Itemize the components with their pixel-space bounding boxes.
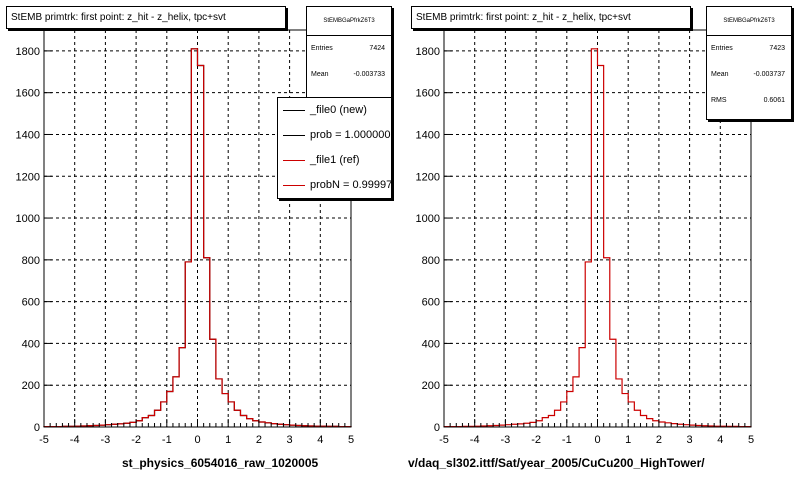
legend-label-probn: probN = 0.99997 xyxy=(310,179,392,191)
pad1-ytick-label-8: 1600 xyxy=(16,88,40,100)
pad2-stats-name: StEMBGaPfrkZ6T3 xyxy=(707,7,791,36)
legend-label-ref: _file1 (ref) xyxy=(310,154,360,166)
legend-label-new: _file0 (new) xyxy=(310,104,367,116)
pad2-ytick-label-8: 1600 xyxy=(416,88,440,100)
pad2-xtick-label-6: 1 xyxy=(625,434,631,446)
pad2-stats-entries-value: 7423 xyxy=(769,45,785,52)
pad1-stats-mean-value: -0.003733 xyxy=(353,71,385,78)
pad1-xtick-label-8: 3 xyxy=(287,434,293,446)
legend-entry-new: _file0 (new) xyxy=(278,98,391,123)
pad2-stats-mean-value: -0.003737 xyxy=(753,71,785,78)
pad2-title: StEMB primtrk: first point: z_hit - z_he… xyxy=(411,6,691,29)
legend-label-prob: prob = 1.000000 xyxy=(310,129,391,141)
legend-swatch-prob xyxy=(283,135,305,136)
pad2-stats-mean-key: Mean xyxy=(711,71,729,78)
pad1-stats-mean: Mean -0.003733 xyxy=(307,62,391,88)
pad1-stats-entries: Entries 7424 xyxy=(307,36,391,62)
legend-swatch-ref xyxy=(283,160,305,161)
pad1-xtick-label-2: -3 xyxy=(101,434,111,446)
pad2-ytick-label-7: 1400 xyxy=(416,129,440,141)
pad1-stats-entries-key: Entries xyxy=(311,45,333,52)
pad2-stats-rms: RMS 0.6061 xyxy=(707,88,791,114)
pad2-stats-rms-value: 0.6061 xyxy=(763,97,785,104)
legend-swatch-probn xyxy=(283,185,305,186)
pad1-ytick-label-9: 1800 xyxy=(16,46,40,58)
pad1-xtick-label-4: -1 xyxy=(162,434,172,446)
pad2-stats-box: StEMBGaPfrkZ6T3 Entries 7423 Mean -0.003… xyxy=(706,6,792,120)
pad2-ytick-label-1: 200 xyxy=(422,380,440,392)
legend-entry-ref: _file1 (ref) xyxy=(278,148,391,173)
pad1-ytick-label-3: 600 xyxy=(22,297,40,309)
pad2-xlabel: v/daq_sl302.ittf/Sat/year_2005/CuCu200_H… xyxy=(408,456,705,470)
legend-entry-probn: probN = 0.99997 xyxy=(278,173,391,198)
pad2-stats-entries: Entries 7423 xyxy=(707,36,791,62)
pad2-xtick-label-1: -4 xyxy=(470,434,480,446)
pad1-stats-entries-value: 7424 xyxy=(369,45,385,52)
pad1-xtick-label-3: -2 xyxy=(131,434,141,446)
pad2-ytick-label-0: 0 xyxy=(434,422,440,434)
pad1-ytick-label-2: 400 xyxy=(22,338,40,350)
pad2-xtick-label-5: 0 xyxy=(594,434,600,446)
pad2-stats-rms-key: RMS xyxy=(711,97,727,104)
pad2-xtick-label-9: 4 xyxy=(717,434,723,446)
pad2-xtick-label-3: -2 xyxy=(531,434,541,446)
pad2-ytick-label-4: 800 xyxy=(422,255,440,267)
pad2-stats-entries-key: Entries xyxy=(711,45,733,52)
legend-entry-prob: prob = 1.000000 xyxy=(278,123,391,148)
pad2-ytick-label-5: 1000 xyxy=(416,213,440,225)
pad2-stats-mean: Mean -0.003737 xyxy=(707,62,791,88)
pad1-xlabel: st_physics_6054016_raw_1020005 xyxy=(122,456,319,470)
pad2-xtick-label-8: 3 xyxy=(687,434,693,446)
pad1-xtick-label-7: 2 xyxy=(256,434,262,446)
pad1-title: StEMB primtrk: first point: z_hit - z_he… xyxy=(6,6,286,29)
pad1-ytick-label-5: 1000 xyxy=(16,213,40,225)
legend-swatch-new xyxy=(283,110,305,111)
pad2-xtick-label-10: 5 xyxy=(748,434,754,446)
pad1-ytick-label-6: 1200 xyxy=(16,171,40,183)
pad1-xtick-label-1: -4 xyxy=(70,434,80,446)
pad1-legend: _file0 (new) prob = 1.000000 _file1 (ref… xyxy=(277,97,392,199)
pad1-ytick-label-7: 1400 xyxy=(16,129,40,141)
pad2-xtick-label-7: 2 xyxy=(656,434,662,446)
pad2-ytick-label-6: 1200 xyxy=(416,171,440,183)
pad2-xtick-label-2: -3 xyxy=(501,434,511,446)
pad2-ytick-label-2: 400 xyxy=(422,338,440,350)
pad2-xtick-label-0: -5 xyxy=(439,434,449,446)
pad1-xtick-label-6: 1 xyxy=(225,434,231,446)
pad1-stats-mean-key: Mean xyxy=(311,71,329,78)
pad1-ytick-label-1: 200 xyxy=(22,380,40,392)
pad1-xtick-label-9: 4 xyxy=(317,434,323,446)
pad2-ytick-label-9: 1800 xyxy=(416,46,440,58)
pad2-series-1-histogram xyxy=(443,48,752,428)
pad1-ytick-label-4: 800 xyxy=(22,255,40,267)
pad1-xtick-label-10: 5 xyxy=(348,434,354,446)
pad1-xtick-label-5: 0 xyxy=(194,434,200,446)
pad1-ytick-label-0: 0 xyxy=(34,422,40,434)
pad1-xtick-label-0: -5 xyxy=(39,434,49,446)
pad2-ytick-label-3: 600 xyxy=(422,297,440,309)
pad2-xtick-label-4: -1 xyxy=(562,434,572,446)
pad1-stats-name: StEMBGaPfrkZ6T3 xyxy=(307,7,391,36)
